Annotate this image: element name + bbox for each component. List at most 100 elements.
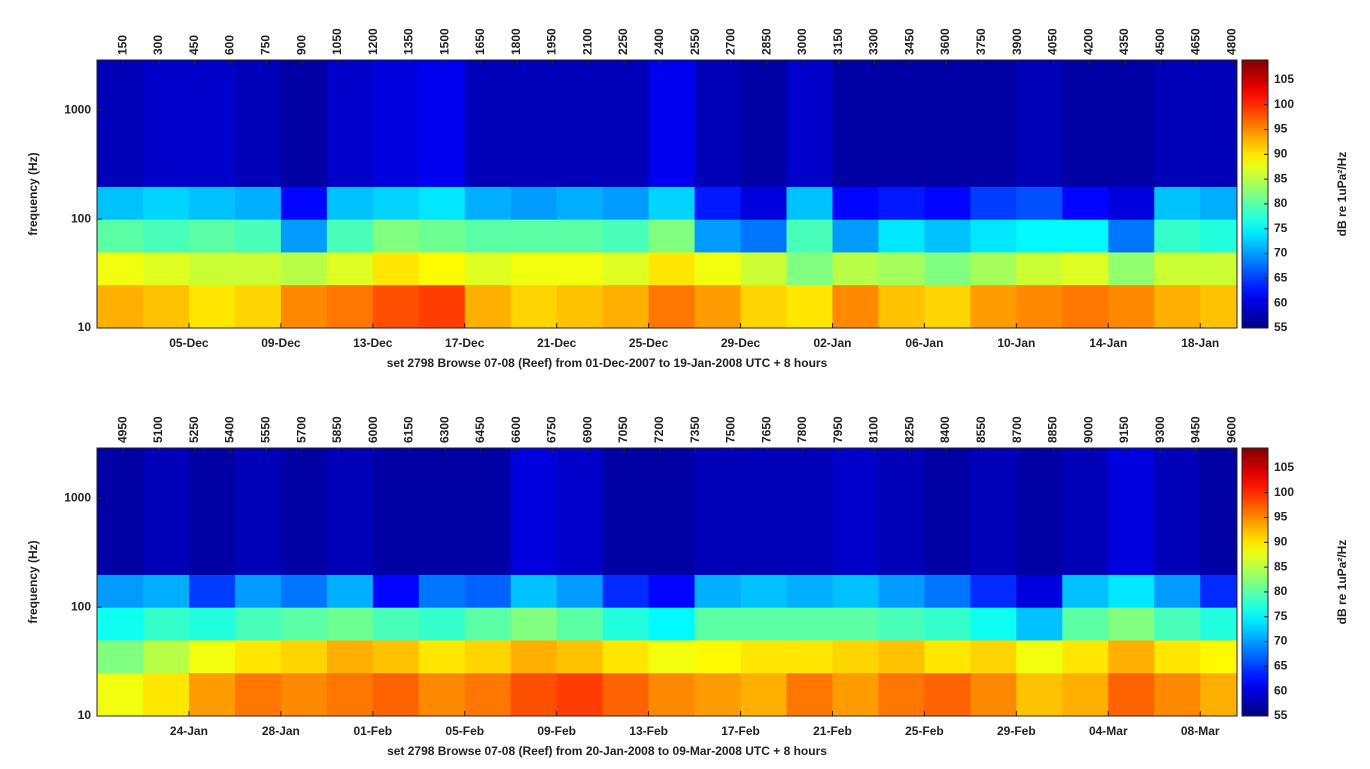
top-x-tick-label: 5250 [187,416,201,443]
heatmap-cell [740,607,788,641]
heatmap-cell [1016,607,1063,641]
top-x-tick-label: 900 [294,35,308,55]
heatmap-cell [1108,219,1155,253]
colorbar-tick-label: 65 [1274,659,1288,673]
heatmap-cell [510,186,558,220]
colorbar-tick-label: 105 [1274,72,1294,86]
heatmap-cell [1062,186,1109,220]
heatmap-cell [1108,639,1155,674]
heatmap-cell [970,60,1017,187]
heatmap-cell [418,186,466,220]
top-x-tick-label: 1800 [509,28,523,55]
heatmap-cell [188,639,236,674]
heatmap-cell [740,284,788,329]
heatmap-cell [142,639,190,674]
heatmap-cell [924,186,971,220]
heatmap-cell [1200,607,1238,641]
x-tick-label: 21-Dec [537,336,577,350]
top-x-tick-label: 1950 [545,28,559,55]
heatmap-cell [510,60,558,187]
heatmap-cell [418,251,466,286]
heatmap-cell [372,574,420,608]
heatmap-cell [97,219,144,253]
top-x-tick-label: 4800 [1224,28,1238,55]
heatmap-cell [786,284,833,329]
colorbar-tick-label: 60 [1274,295,1288,309]
heatmap-cell [1016,448,1063,575]
heatmap-cell [602,219,650,253]
heatmap-cell [97,574,144,608]
heatmap-cell [878,284,925,329]
heatmap-cell [464,60,512,187]
heatmap-cell [1016,60,1063,187]
heatmap-cell [786,607,833,641]
heatmap-cell [1016,219,1063,253]
heatmap-cell [372,219,420,253]
top-x-tick-label: 3000 [795,28,809,55]
heatmap-cell [832,639,879,674]
heatmap-cell [740,186,788,220]
heatmap-cell [832,186,879,220]
top-x-tick-label: 8700 [1010,416,1024,443]
heatmap-cell [740,251,788,286]
y-tick-label: 1000 [64,490,91,504]
heatmap-cell [418,219,466,253]
heatmap-cell [142,60,190,187]
heatmap-cell [648,448,696,575]
x-tick-label: 01-Feb [353,724,392,738]
top-x-tick-label: 600 [223,35,237,55]
colorbar-tick-label: 90 [1274,146,1288,160]
heatmap-cell [832,60,879,187]
heatmap-cell [970,672,1017,717]
heatmap-cell [602,574,650,608]
heatmap-cell [1108,284,1155,329]
heatmap-cell [556,219,604,253]
heatmap-cell [418,574,466,608]
top-x-tick-label: 6900 [580,416,594,443]
heatmap-cell [142,448,190,575]
top-x-tick-label: 4500 [1153,28,1167,55]
heatmap-cell [878,219,925,253]
top-x-tick-label: 7500 [724,416,738,443]
top-x-tick-label: 300 [151,35,165,55]
heatmap-cell [740,219,788,253]
colorbar-tick-label: 95 [1274,122,1288,136]
heatmap-cell [694,607,742,641]
top-x-tick-label: 9450 [1189,416,1203,443]
heatmap-cell [1154,60,1201,187]
top-x-tick-label: 1050 [330,28,344,55]
colorbar-tick-label: 105 [1274,460,1294,474]
heatmap-cell [648,284,696,329]
top-x-tick-label: 3600 [938,28,952,55]
heatmap-cell [326,284,374,329]
heatmap-cell [648,574,696,608]
x-tick-label: 02-Jan [813,336,851,350]
heatmap-cell [326,448,374,575]
colorbar-tick-label: 80 [1274,584,1288,598]
heatmap-cell [602,251,650,286]
top-x-tick-label: 2100 [580,28,594,55]
heatmap-cell [740,672,788,717]
top-x-tick-label: 9150 [1117,416,1131,443]
heatmap-cell [326,574,374,608]
heatmap-cell [510,607,558,641]
colorbar-tick-label: 55 [1274,708,1288,722]
heatmap-cell [878,574,925,608]
heatmap-cell [648,60,696,187]
top-x-tick-label: 6450 [473,416,487,443]
x-tick-label: 13-Feb [629,724,668,738]
colorbar-tick-label: 95 [1274,510,1288,524]
top-x-tick-label: 450 [187,35,201,55]
heatmap-cell [280,607,328,641]
top-x-tick-label: 3750 [974,28,988,55]
x-tick-label: 05-Feb [445,724,484,738]
heatmap-cell [1200,284,1238,329]
x-tick-label: 08-Mar [1181,724,1220,738]
heatmap-cell [924,607,971,641]
heatmap-cell [418,607,466,641]
heatmap-cell [924,284,971,329]
colorbar-title: dB re 1uPa²/Hz [1335,152,1349,237]
x-tick-label: 04-Mar [1089,724,1128,738]
heatmap-cell [464,672,512,717]
heatmap-cell [740,448,788,575]
